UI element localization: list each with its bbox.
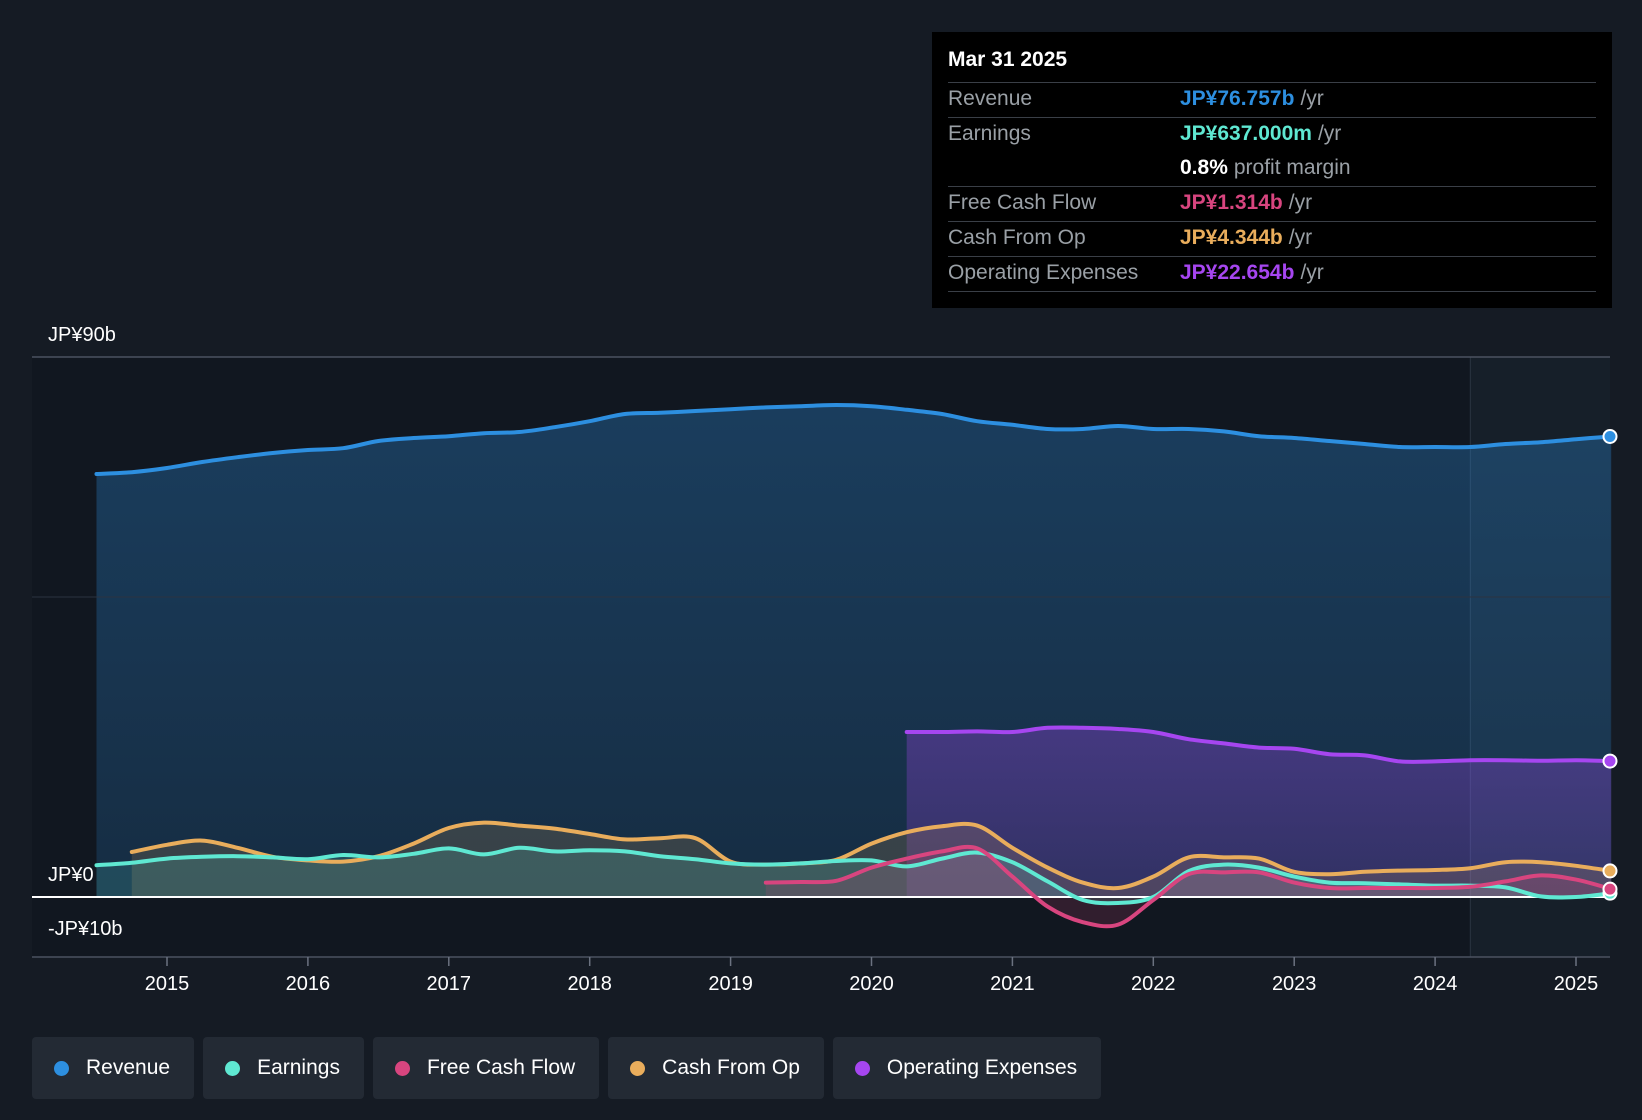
series-fills <box>96 405 1612 927</box>
tooltip-value: 0.8% <box>1180 156 1228 179</box>
x-tick-label: 2015 <box>145 973 190 995</box>
legend-label: Cash From Op <box>662 1056 800 1079</box>
tooltip-label: Cash From Op <box>948 226 1086 249</box>
y-tick-label: -JP¥10b <box>48 918 123 940</box>
legend-label: Operating Expenses <box>886 1056 1078 1079</box>
earnings-dot-icon <box>225 1060 241 1076</box>
free-cash-flow-area <box>765 846 1612 927</box>
x-axis: 2015 2016 2017 2018 2019 2020 2021 2022 2023 2024… <box>145 957 1599 995</box>
gridlines <box>32 356 1610 958</box>
tooltip-unit: /yr <box>1300 87 1324 110</box>
legend-label: Earnings <box>257 1056 340 1079</box>
x-tick-label: 2019 <box>708 973 753 995</box>
tooltip-label: Operating Expenses <box>948 261 1139 284</box>
revenue-dot-icon <box>54 1060 69 1076</box>
operating-expenses-dot-icon <box>854 1060 870 1076</box>
x-tick-label: 2018 <box>567 973 612 995</box>
tooltip-value: JP¥4.344b <box>1180 226 1283 249</box>
legend-item-cash-from-op[interactable]: Cash From Op <box>608 1037 824 1099</box>
tooltip-panel: Mar 31 2025 Revenue JP¥76.757b /yr Earni… <box>932 32 1612 308</box>
tooltip-unit: /yr <box>1317 122 1342 145</box>
y-axis: JP¥90b JP¥0 -JP¥10b <box>48 324 123 940</box>
operating-expenses-endpoint <box>1602 753 1618 769</box>
legend-item-earnings[interactable]: Earnings <box>203 1037 364 1099</box>
tooltip-row-revenue: Revenue JP¥76.757b /yr <box>948 82 1596 117</box>
y-tick-label: JP¥0 <box>48 864 94 886</box>
legend: Revenue Earnings Free Cash Flow Cash Fro… <box>32 1037 1110 1099</box>
series-endpoints <box>1602 428 1618 901</box>
tooltip-value: JP¥1.314b <box>1180 191 1283 214</box>
y-tick-label: JP¥90b <box>48 324 116 346</box>
x-tick-label: 2017 <box>427 973 472 995</box>
x-tick-label: 2022 <box>1131 973 1176 995</box>
legend-label: Free Cash Flow <box>426 1056 576 1079</box>
tooltip-row-cash-from-op: Cash From Op JP¥4.344b /yr <box>948 221 1596 256</box>
series-lines <box>94 403 1614 929</box>
legend-item-revenue[interactable]: Revenue <box>32 1037 195 1099</box>
tooltip-unit: /yr <box>1300 261 1324 284</box>
tooltip-unit: /yr <box>1288 191 1313 214</box>
x-tick-label: 2023 <box>1272 973 1317 995</box>
tooltip-label: Earnings <box>948 122 1031 145</box>
operating-expenses-line <box>904 725 1614 764</box>
operating-expenses-area <box>906 727 1612 897</box>
legend-label: Revenue <box>86 1056 171 1079</box>
cash-from-op-endpoint <box>1602 863 1618 879</box>
x-tick-label: 2025 <box>1554 973 1599 995</box>
tooltip-label <box>948 152 1180 186</box>
cash-from-op-dot-icon <box>630 1060 646 1076</box>
tooltip-unit: profit margin <box>1233 156 1351 179</box>
tooltip-row-earnings: Earnings JP¥637.000m /yr <box>948 117 1596 152</box>
tooltip-value: JP¥76.757b <box>1180 87 1295 110</box>
tooltip-row-operating-expenses: Operating Expenses JP¥22.654b /yr <box>948 256 1596 292</box>
tooltip-row-profit-margin: 0.8% profit margin <box>948 152 1596 186</box>
tooltip-label: Revenue <box>948 87 1033 110</box>
free-cash-flow-dot-icon <box>394 1060 410 1076</box>
legend-item-free-cash-flow[interactable]: Free Cash Flow <box>372 1037 600 1099</box>
legend-item-operating-expenses[interactable]: Operating Expenses <box>832 1037 1102 1099</box>
x-tick-label: 2021 <box>990 973 1035 995</box>
earnings-line <box>94 845 1614 906</box>
tooltip-date: Mar 31 2025 <box>948 48 1068 71</box>
tooltip-value: JP¥637.000m <box>1180 122 1312 145</box>
free-cash-flow-endpoint <box>1602 881 1618 897</box>
revenue-line <box>94 403 1614 476</box>
tooltip-label: Free Cash Flow <box>948 191 1097 214</box>
x-tick-label: 2016 <box>286 973 331 995</box>
x-tick-label: 2024 <box>1413 973 1458 995</box>
free-cash-flow-line <box>763 844 1614 929</box>
revenue-endpoint <box>1602 428 1618 444</box>
tooltip-value: JP¥22.654b <box>1180 261 1295 284</box>
tooltip-row-free-cash-flow: Free Cash Flow JP¥1.314b /yr <box>948 186 1596 221</box>
tooltip-unit: /yr <box>1288 226 1313 249</box>
x-tick-label: 2020 <box>849 973 894 995</box>
